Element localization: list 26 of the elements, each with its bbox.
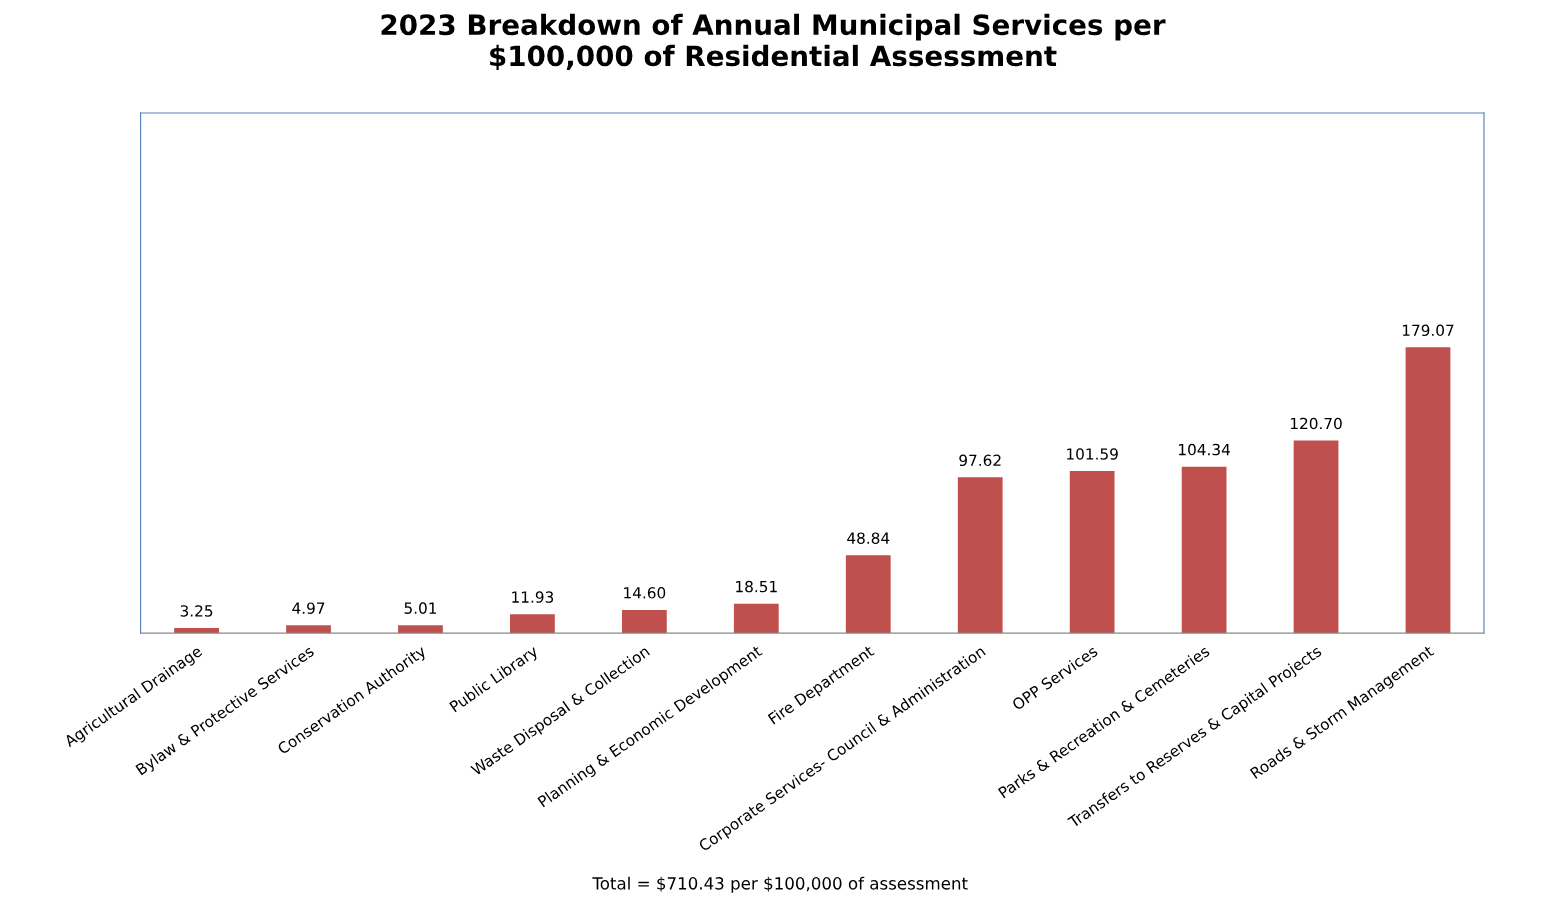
data-label: 101.59	[1067, 448, 1118, 460]
data-label: 48.84	[847, 532, 890, 544]
bar	[621, 609, 667, 634]
bar	[845, 555, 891, 634]
chart-title: 2023 Breakdown of Annual Municipal Services per $100,000 of Residential Assessment	[381, 13, 1166, 71]
data-label: 120.70	[1291, 417, 1342, 430]
bar	[957, 477, 1003, 634]
bar	[1181, 466, 1227, 634]
bar	[286, 625, 331, 634]
data-label: 14.60	[624, 587, 666, 599]
data-label: 11.93	[512, 591, 554, 603]
data-label: 18.51	[736, 580, 777, 593]
bar	[398, 625, 443, 634]
bar	[510, 614, 555, 634]
data-label: 97.62	[959, 454, 1001, 467]
text: Total = $710.43 per $100,000 of assessment	[592, 876, 968, 893]
bar	[733, 603, 779, 634]
data-label: 4.97	[292, 602, 325, 614]
bar	[174, 627, 219, 634]
data-label: 5.01	[404, 602, 437, 614]
data-label: 104.34	[1179, 443, 1230, 456]
data-label: 3.25	[180, 605, 213, 617]
bar	[1405, 347, 1451, 634]
data-label: 179.07	[1402, 324, 1454, 337]
bar	[1293, 440, 1339, 634]
bar	[1069, 471, 1115, 634]
